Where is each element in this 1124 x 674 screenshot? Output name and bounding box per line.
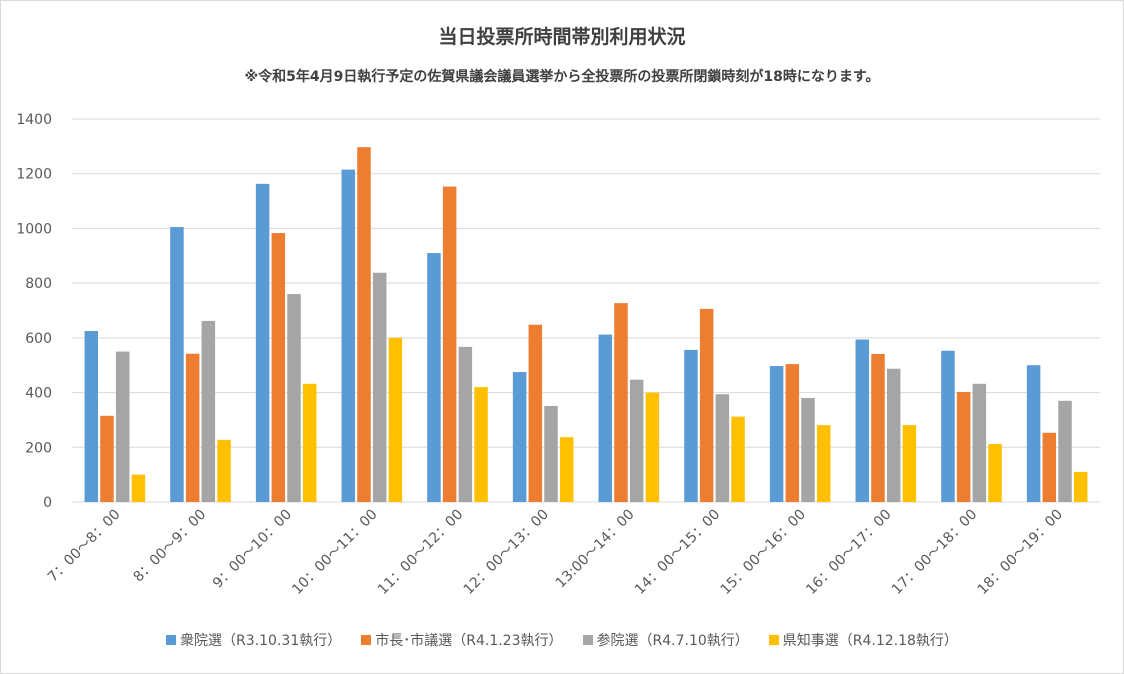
y-tick-label: 0 bbox=[43, 495, 52, 511]
x-tick-label: 9：00～10：00 bbox=[210, 507, 295, 592]
bar bbox=[731, 416, 745, 502]
y-tick-label: 400 bbox=[25, 386, 52, 402]
x-tick-label: 14：00～15：00 bbox=[632, 507, 723, 598]
bar bbox=[598, 334, 613, 502]
bar bbox=[855, 339, 870, 502]
bar bbox=[341, 169, 356, 502]
bar bbox=[816, 425, 831, 502]
legend-item: 市長･市議選（R4.1.23執行） bbox=[361, 630, 563, 650]
y-tick-label: 1400 bbox=[16, 112, 52, 128]
bar bbox=[645, 392, 660, 502]
bar bbox=[185, 353, 200, 502]
bar bbox=[1042, 432, 1057, 502]
bar bbox=[84, 331, 99, 502]
y-tick-label: 800 bbox=[25, 276, 52, 292]
chart-legend: 衆院選（R3.10.31執行） 市長･市議選（R4.1.23執行） 参院選（R4.7… bbox=[0, 630, 1124, 650]
y-tick-label: 600 bbox=[25, 331, 52, 347]
x-tick-label: 8：00～9：00 bbox=[131, 507, 210, 586]
x-tick-label: 16：00～17：00 bbox=[803, 507, 894, 598]
bar bbox=[458, 346, 473, 502]
bar bbox=[769, 366, 784, 502]
bar bbox=[302, 383, 317, 502]
bar bbox=[170, 227, 184, 502]
bar bbox=[115, 351, 130, 502]
y-tick-label: 1200 bbox=[16, 167, 52, 183]
x-tick-label: 15：00～16：00 bbox=[718, 507, 809, 598]
y-tick-label: 1000 bbox=[16, 221, 52, 237]
bar bbox=[372, 272, 387, 502]
bar bbox=[614, 303, 628, 502]
legend-swatch bbox=[361, 635, 372, 645]
bar bbox=[255, 183, 270, 502]
bar bbox=[217, 439, 231, 502]
x-tick-label: 7：00～8：00 bbox=[45, 507, 124, 586]
bar bbox=[956, 392, 971, 502]
legend-swatch bbox=[166, 635, 177, 645]
bar bbox=[785, 364, 800, 502]
x-tick-label: 11：00～12：00 bbox=[375, 507, 466, 598]
x-tick-label: 13:00～14：00 bbox=[553, 507, 638, 592]
legend-item: 参院選（R4.7.10執行） bbox=[582, 630, 749, 650]
bar bbox=[512, 372, 527, 502]
x-tick-label: 17：00～18：00 bbox=[889, 507, 980, 598]
bar bbox=[544, 405, 558, 502]
bar bbox=[201, 320, 216, 502]
legend-label: 市長･市議選（R4.1.23執行） bbox=[375, 633, 563, 649]
chart-title: 当日投票所時間帯別利用状況 bbox=[438, 26, 686, 48]
y-tick-label: 200 bbox=[25, 440, 52, 456]
bar bbox=[528, 324, 543, 502]
bar bbox=[886, 368, 901, 502]
bar bbox=[388, 337, 403, 502]
bar bbox=[988, 444, 1002, 502]
x-tick-label: 12：00～13：00 bbox=[461, 507, 552, 598]
legend-label: 参院選（R4.7.10執行） bbox=[596, 633, 749, 649]
bar bbox=[871, 353, 885, 502]
legend-label: 県知事選（R4.12.18執行） bbox=[782, 633, 958, 649]
legend-swatch bbox=[768, 635, 779, 645]
bar bbox=[902, 425, 917, 502]
bar bbox=[287, 294, 301, 502]
bar bbox=[357, 147, 371, 502]
bar bbox=[801, 398, 815, 502]
bar bbox=[715, 394, 730, 502]
bar bbox=[1026, 365, 1041, 502]
bar bbox=[941, 350, 955, 502]
x-tick-label: 18：00～19：00 bbox=[975, 507, 1066, 598]
legend-label: 衆院選（R3.10.31執行） bbox=[180, 633, 342, 649]
bar bbox=[427, 253, 441, 502]
legend-swatch bbox=[582, 635, 593, 645]
bar bbox=[100, 415, 114, 502]
bar bbox=[474, 387, 488, 502]
bar bbox=[442, 186, 457, 502]
bar bbox=[559, 437, 574, 502]
bar bbox=[972, 383, 987, 502]
bar bbox=[629, 379, 644, 502]
x-tick-label: 10：00～11：00 bbox=[289, 507, 380, 598]
legend-item: 県知事選（R4.12.18執行） bbox=[768, 630, 958, 650]
bar bbox=[684, 349, 698, 502]
bar bbox=[271, 233, 286, 502]
chart-subtitle: ※令和5年4月9日執行予定の佐賀県議会議員選挙から全投票所の投票所閉鎖時刻が18… bbox=[244, 69, 880, 85]
bar bbox=[1073, 471, 1088, 502]
bar bbox=[131, 474, 146, 502]
legend-item: 衆院選（R3.10.31執行） bbox=[166, 630, 341, 650]
bar bbox=[1058, 400, 1072, 502]
bar bbox=[699, 308, 714, 502]
